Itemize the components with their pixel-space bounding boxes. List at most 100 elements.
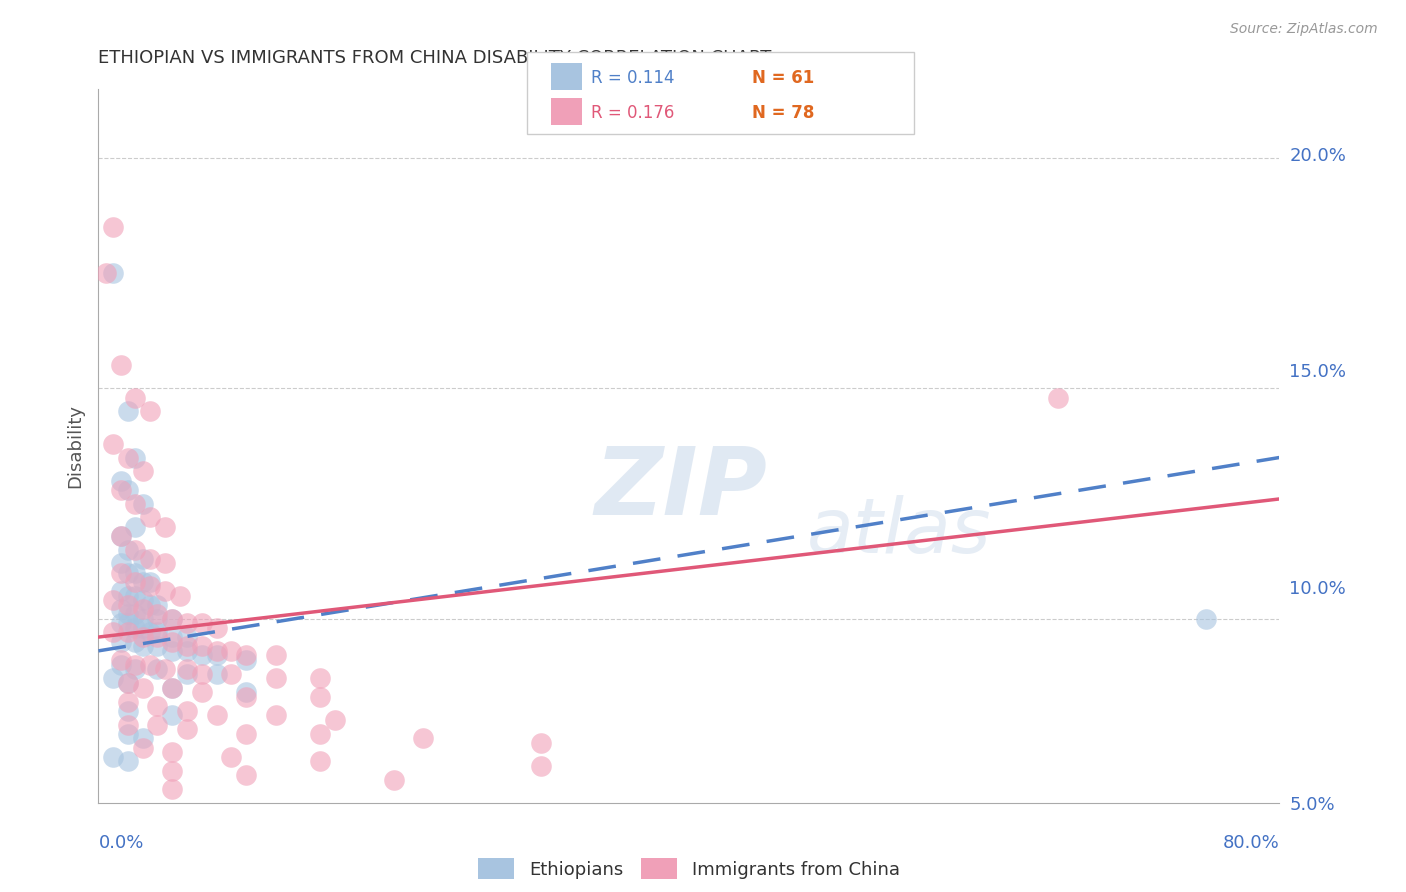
Point (219, 666, 242, 681)
Point (103, 436, 125, 450)
Point (176, 640, 198, 654)
Text: N = 61: N = 61 (752, 70, 814, 87)
Point (139, 574, 162, 589)
Text: ETHIOPIAN VS IMMIGRANTS FROM CHINA DISABILITY CORRELATION CHART: ETHIOPIAN VS IMMIGRANTS FROM CHINA DISAB… (98, 49, 772, 67)
Point (103, 266, 125, 280)
Point (162, 630, 183, 644)
Point (176, 722, 198, 736)
Point (110, 634, 132, 648)
Point (205, 708, 228, 723)
Text: Source: ZipAtlas.com: Source: ZipAtlas.com (1230, 22, 1378, 37)
Point (110, 653, 132, 667)
Point (309, 755, 332, 769)
Point (117, 717, 139, 731)
Point (309, 727, 332, 741)
Point (110, 657, 132, 672)
Point (191, 648, 214, 663)
Text: 0.0%: 0.0% (98, 834, 143, 852)
Point (124, 542, 146, 557)
Point (219, 644, 242, 658)
Point (235, 648, 257, 663)
Point (162, 708, 183, 723)
Y-axis label: Disability: Disability (66, 404, 84, 488)
Point (323, 713, 346, 727)
Point (264, 672, 287, 686)
Point (191, 640, 214, 654)
Point (110, 359, 132, 373)
Point (117, 598, 139, 612)
Point (153, 519, 176, 533)
Point (146, 662, 169, 676)
Point (382, 772, 405, 787)
Point (162, 681, 183, 695)
Point (117, 616, 139, 631)
Point (124, 621, 146, 635)
Point (146, 630, 169, 644)
Point (124, 657, 146, 672)
Point (176, 630, 198, 644)
Point (139, 657, 162, 672)
Point (146, 640, 169, 654)
Point (117, 694, 139, 708)
Point (153, 584, 176, 599)
Point (191, 616, 214, 631)
Point (264, 708, 287, 723)
Point (110, 483, 132, 497)
Point (235, 768, 257, 782)
Point (117, 566, 139, 580)
Point (117, 589, 139, 603)
Point (117, 704, 139, 718)
Point (191, 666, 214, 681)
Point (132, 574, 155, 589)
Point (124, 662, 146, 676)
Text: R = 0.114: R = 0.114 (591, 70, 673, 87)
Point (205, 621, 228, 635)
Text: atlas: atlas (807, 495, 991, 568)
Point (117, 676, 139, 690)
Point (205, 666, 228, 681)
Point (146, 598, 169, 612)
Point (235, 653, 257, 667)
Point (103, 672, 125, 686)
Point (124, 391, 146, 405)
Point (124, 450, 146, 465)
Point (139, 404, 162, 418)
Point (176, 662, 198, 676)
Point (309, 672, 332, 686)
Point (146, 699, 169, 714)
Point (176, 666, 198, 681)
Point (132, 593, 155, 607)
Point (530, 759, 553, 773)
Text: N = 78: N = 78 (752, 104, 814, 122)
Text: ZIP: ZIP (595, 442, 768, 535)
Point (412, 731, 434, 746)
Point (191, 685, 214, 699)
Point (162, 764, 183, 778)
Point (132, 551, 155, 566)
Point (124, 634, 146, 648)
Point (235, 727, 257, 741)
Point (124, 607, 146, 621)
Point (162, 782, 183, 797)
Point (235, 690, 257, 704)
Point (176, 616, 198, 631)
Text: R = 0.176: R = 0.176 (591, 104, 673, 122)
Point (219, 749, 242, 764)
Point (117, 755, 139, 769)
Point (1046, 391, 1069, 405)
Point (139, 579, 162, 593)
Point (153, 662, 176, 676)
Point (309, 690, 332, 704)
Point (110, 474, 132, 488)
Point (264, 648, 287, 663)
Point (146, 607, 169, 621)
Point (132, 612, 155, 626)
Point (139, 598, 162, 612)
Point (117, 542, 139, 557)
Point (205, 644, 228, 658)
Point (124, 574, 146, 589)
Point (110, 529, 132, 543)
Point (132, 497, 155, 511)
Point (117, 676, 139, 690)
Legend: Ethiopians, Immigrants from China: Ethiopians, Immigrants from China (471, 851, 907, 887)
